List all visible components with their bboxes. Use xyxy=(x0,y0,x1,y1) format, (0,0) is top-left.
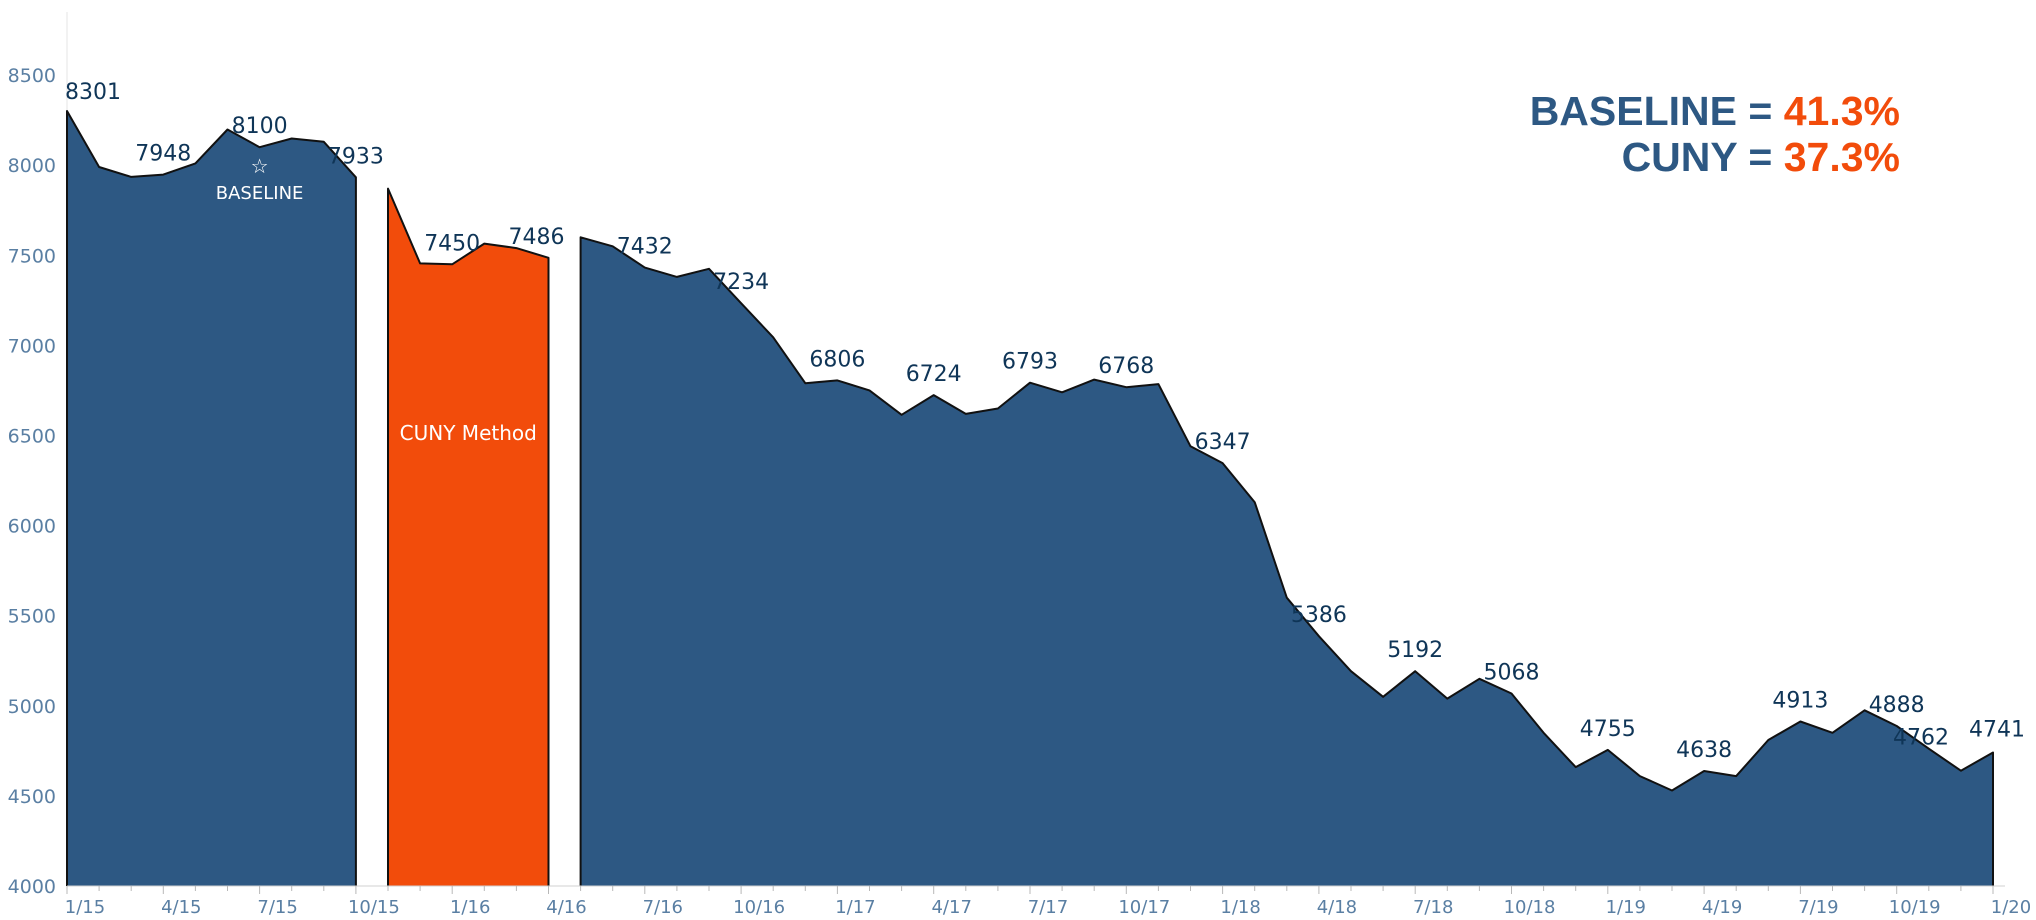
series-inline-label: BASELINE xyxy=(216,183,304,204)
x-tick-label: 10/17 xyxy=(1118,897,1170,918)
x-tick-label: 7/16 xyxy=(643,897,683,918)
x-tick-label: 4/18 xyxy=(1317,897,1357,918)
legend-value: 37.3% xyxy=(1783,134,1900,180)
x-tick-label: 10/15 xyxy=(348,897,400,918)
y-tick-label: 7000 xyxy=(8,335,56,357)
data-label: 7450 xyxy=(424,231,480,256)
legend-item-baseline: BASELINE = 41.3% xyxy=(1530,88,1900,134)
data-label: 7933 xyxy=(328,144,384,169)
area-series-0 xyxy=(67,111,356,886)
series-line-0 xyxy=(66,110,357,886)
x-tick-label: 4/15 xyxy=(161,897,201,918)
data-label: 7948 xyxy=(135,142,191,167)
x-axis: 1/15 4/15 7/15 10/15 1/16 4/16 7/16 10/16 1/17 4/… xyxy=(65,885,2031,918)
data-label: 6724 xyxy=(906,362,962,387)
series-inline-label: CUNY Method xyxy=(400,421,537,445)
x-tick-label: 7/15 xyxy=(257,897,297,918)
data-label: 5068 xyxy=(1484,661,1540,686)
x-tick-label: 1/15 xyxy=(65,897,105,918)
y-tick-label: 4000 xyxy=(8,876,56,898)
x-tick-label: 10/19 xyxy=(1889,897,1941,918)
data-label: 4888 xyxy=(1869,693,1925,718)
area-series-2 xyxy=(580,237,1993,887)
x-tick-label: 7/18 xyxy=(1413,897,1453,918)
legend-value: 41.3% xyxy=(1783,88,1900,134)
x-tick-label: 1/16 xyxy=(450,897,490,918)
data-label: 4755 xyxy=(1580,717,1636,742)
star-icon: ☆ xyxy=(251,154,269,178)
data-label: 7486 xyxy=(509,225,565,250)
y-axis: 4000 4500 5000 5500 6000 6500 7000 7500 8000 8500 xyxy=(8,12,68,898)
data-label: 5386 xyxy=(1291,603,1347,628)
x-tick-label: 10/16 xyxy=(733,897,785,918)
x-tick-label: 1/17 xyxy=(835,897,875,918)
x-tick-label: 4/16 xyxy=(546,897,586,918)
x-tick-label: 1/20 xyxy=(1991,897,2031,918)
y-tick-label: 4500 xyxy=(8,786,56,808)
data-label: 6347 xyxy=(1195,430,1251,455)
y-tick-label: 7500 xyxy=(8,245,56,267)
legend: BASELINE = 41.3% CUNY = 37.3% xyxy=(1530,88,1900,180)
data-label: 4638 xyxy=(1676,738,1732,763)
x-tick-label: 1/19 xyxy=(1606,897,1646,918)
data-label: 8100 xyxy=(232,114,288,139)
y-tick-label: 8000 xyxy=(8,155,56,177)
series-labels: BASELINE CUNY Method ☆ xyxy=(216,154,537,445)
data-label: 6793 xyxy=(1002,350,1058,375)
data-label: 6806 xyxy=(809,347,865,372)
y-tick-label: 6000 xyxy=(8,516,56,538)
area-series xyxy=(66,110,1994,887)
series-line-2 xyxy=(579,236,1994,886)
y-tick-label: 5000 xyxy=(8,696,56,718)
data-label: 6768 xyxy=(1098,354,1154,379)
data-label: 5192 xyxy=(1387,638,1443,663)
data-label: 8301 xyxy=(65,80,121,105)
data-label: 4762 xyxy=(1893,726,1949,751)
x-tick-label: 7/17 xyxy=(1028,897,1068,918)
legend-label: CUNY = xyxy=(1621,134,1784,180)
x-tick-label: 10/18 xyxy=(1504,897,1556,918)
series-line-1 xyxy=(387,187,550,886)
y-tick-label: 6500 xyxy=(8,426,56,448)
y-tick-label: 5500 xyxy=(8,606,56,628)
data-label: 4913 xyxy=(1772,688,1828,713)
data-label: 7234 xyxy=(713,270,769,295)
y-tick-label: 8500 xyxy=(8,65,56,87)
legend-label: BASELINE = xyxy=(1529,88,1784,134)
area-series-1 xyxy=(388,188,549,887)
x-tick-label: 4/17 xyxy=(931,897,971,918)
data-label: 4741 xyxy=(1969,717,2025,742)
x-tick-label: 4/19 xyxy=(1702,897,1742,918)
legend-item-cuny: CUNY = 37.3% xyxy=(1530,134,1900,180)
data-labels: 8301 7948 8100 7933 7450 7486 7432 7234 6806 6724… xyxy=(65,80,2025,763)
x-tick-label: 7/19 xyxy=(1798,897,1838,918)
x-tick-label: 1/18 xyxy=(1220,897,1260,918)
data-label: 7432 xyxy=(617,235,673,260)
